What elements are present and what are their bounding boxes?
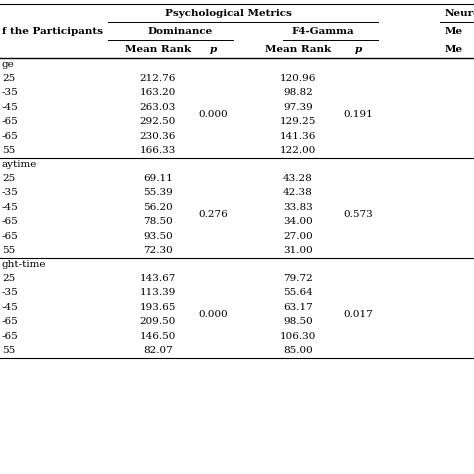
Text: F4-Gamma: F4-Gamma — [292, 27, 354, 36]
Text: 263.03: 263.03 — [140, 103, 176, 112]
Text: 56.20: 56.20 — [143, 203, 173, 212]
Text: 79.72: 79.72 — [283, 274, 313, 283]
Text: Dominance: Dominance — [148, 27, 213, 36]
Text: -45: -45 — [2, 103, 19, 112]
Text: -65: -65 — [2, 232, 19, 241]
Text: -35: -35 — [2, 288, 19, 297]
Text: 85.00: 85.00 — [283, 346, 313, 355]
Text: -35: -35 — [2, 88, 19, 97]
Text: 141.36: 141.36 — [280, 132, 316, 141]
Text: -35: -35 — [2, 188, 19, 197]
Text: 0.191: 0.191 — [343, 110, 373, 119]
Text: -45: -45 — [2, 303, 19, 312]
Text: 25: 25 — [2, 274, 15, 283]
Text: -65: -65 — [2, 117, 19, 126]
Text: 55.39: 55.39 — [143, 188, 173, 197]
Text: 0.276: 0.276 — [198, 210, 228, 219]
Text: 55: 55 — [2, 346, 15, 355]
Text: 146.50: 146.50 — [140, 332, 176, 341]
Text: -45: -45 — [2, 203, 19, 212]
Text: 209.50: 209.50 — [140, 317, 176, 326]
Text: p: p — [355, 45, 362, 54]
Text: 0.000: 0.000 — [198, 310, 228, 319]
Text: 69.11: 69.11 — [143, 174, 173, 183]
Text: aytime: aytime — [2, 160, 37, 169]
Text: -65: -65 — [2, 332, 19, 341]
Text: 193.65: 193.65 — [140, 303, 176, 312]
Text: 93.50: 93.50 — [143, 232, 173, 241]
Text: 122.00: 122.00 — [280, 146, 316, 155]
Text: p: p — [210, 45, 217, 54]
Text: 55.64: 55.64 — [283, 288, 313, 297]
Text: 106.30: 106.30 — [280, 332, 316, 341]
Text: 0.573: 0.573 — [343, 210, 373, 219]
Text: Psychological Metrics: Psychological Metrics — [164, 9, 292, 18]
Text: 34.00: 34.00 — [283, 217, 313, 226]
Text: 55: 55 — [2, 146, 15, 155]
Text: 120.96: 120.96 — [280, 74, 316, 83]
Text: 163.20: 163.20 — [140, 88, 176, 97]
Text: 55: 55 — [2, 246, 15, 255]
Text: -65: -65 — [2, 217, 19, 226]
Text: 43.28: 43.28 — [283, 174, 313, 183]
Text: Mean Rank: Mean Rank — [265, 45, 331, 54]
Text: 143.67: 143.67 — [140, 274, 176, 283]
Text: 42.38: 42.38 — [283, 188, 313, 197]
Text: Me: Me — [445, 45, 463, 54]
Text: -65: -65 — [2, 132, 19, 141]
Text: 63.17: 63.17 — [283, 303, 313, 312]
Text: 0.000: 0.000 — [198, 110, 228, 119]
Text: 78.50: 78.50 — [143, 217, 173, 226]
Text: 25: 25 — [2, 174, 15, 183]
Text: ge: ge — [2, 60, 15, 69]
Text: 230.36: 230.36 — [140, 132, 176, 141]
Text: 82.07: 82.07 — [143, 346, 173, 355]
Text: 166.33: 166.33 — [140, 146, 176, 155]
Text: 292.50: 292.50 — [140, 117, 176, 126]
Text: 33.83: 33.83 — [283, 203, 313, 212]
Text: 27.00: 27.00 — [283, 232, 313, 241]
Text: 31.00: 31.00 — [283, 246, 313, 255]
Text: -65: -65 — [2, 317, 19, 326]
Text: Neurophysiologica: Neurophysiologica — [445, 9, 474, 18]
Text: 113.39: 113.39 — [140, 288, 176, 297]
Text: Mean Rank: Mean Rank — [125, 45, 191, 54]
Text: Me: Me — [445, 27, 463, 36]
Text: 0.017: 0.017 — [343, 310, 373, 319]
Text: 72.30: 72.30 — [143, 246, 173, 255]
Text: 129.25: 129.25 — [280, 117, 316, 126]
Text: 212.76: 212.76 — [140, 74, 176, 83]
Text: 98.82: 98.82 — [283, 88, 313, 97]
Text: ght-time: ght-time — [2, 260, 46, 269]
Text: 98.50: 98.50 — [283, 317, 313, 326]
Text: f the Participants: f the Participants — [2, 27, 103, 36]
Text: 97.39: 97.39 — [283, 103, 313, 112]
Text: 25: 25 — [2, 74, 15, 83]
